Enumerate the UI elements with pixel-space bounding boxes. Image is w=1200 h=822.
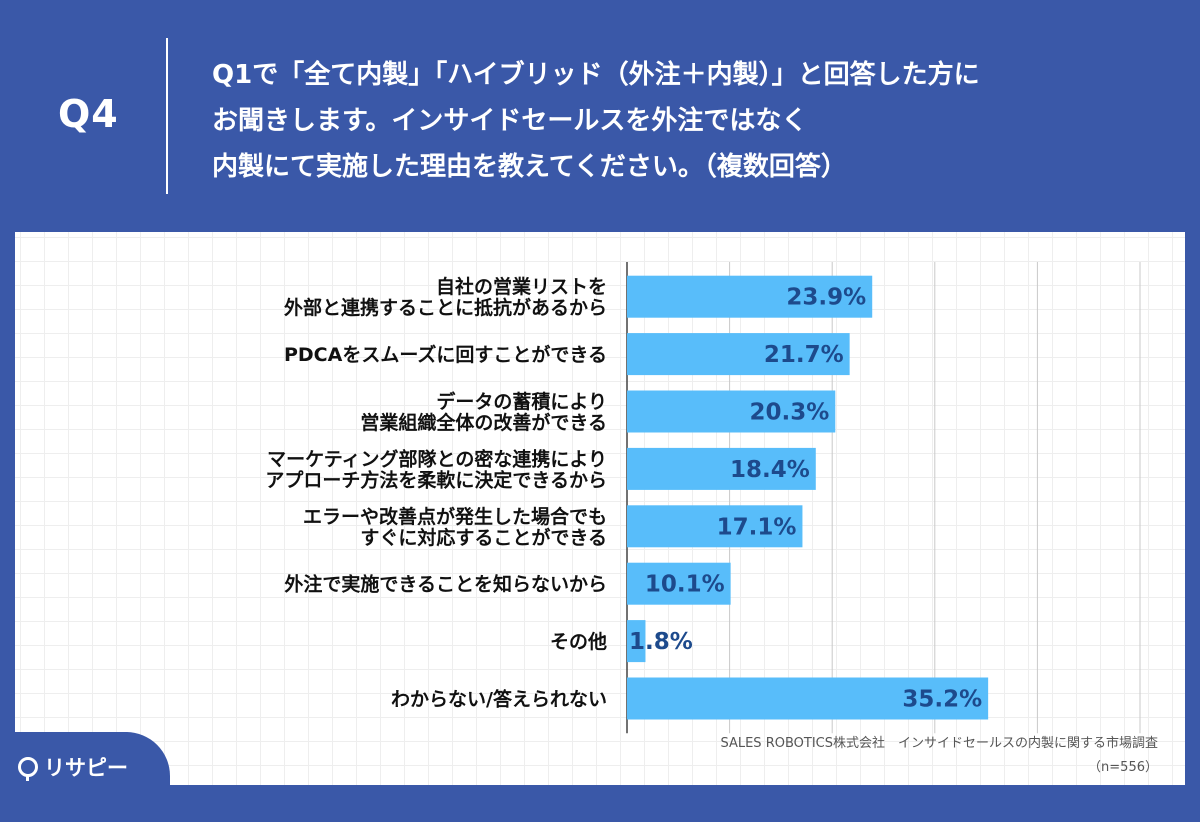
question-line-1: Q1で「全て内製」「ハイブリッド（外注＋内製）」と回答した方に: [212, 60, 980, 90]
question-text: Q1で「全て内製」「ハイブリッド（外注＋内製）」と回答した方に お聞きします。イ…: [212, 52, 1172, 190]
category-label-line: 外注で実施できることを知らないから: [284, 573, 607, 596]
category-label-line: 外部と連携することに抵抗があるから: [284, 296, 607, 319]
category-label-line: 自社の営業リストを: [436, 275, 607, 298]
value-label-3: 18.4%: [730, 457, 810, 483]
bar-0: [627, 275, 873, 318]
category-label-line: データの蓄積により: [436, 390, 607, 413]
bar-7: [627, 677, 989, 720]
bar-1: [627, 333, 850, 376]
bar-3: [627, 447, 816, 490]
category-label-6: その他: [550, 630, 607, 653]
category-label-5: 外注で実施できることを知らないから: [284, 573, 607, 596]
value-label-4: 17.1%: [717, 514, 797, 540]
value-label-1: 21.7%: [764, 342, 844, 368]
value-label-7: 35.2%: [902, 687, 982, 713]
header-band: Q4 Q1で「全て内製」「ハイブリッド（外注＋内製）」と回答した方に お聞きしま…: [0, 0, 1200, 230]
sample-size: （n=556）: [1088, 760, 1158, 775]
question-line-2: お聞きします。インサイドセールスを外注ではなく: [212, 106, 808, 136]
logo: リサピー: [18, 752, 128, 782]
bar-6: [627, 620, 646, 663]
category-label-line: わからない/答えられない: [391, 688, 607, 711]
category-label-0: 自社の営業リストを外部と連携することに抵抗があるから: [284, 275, 607, 319]
category-label-line: すぐに対応することができる: [360, 526, 607, 549]
source-note: SALES ROBOTICS株式会社 インサイドセールスの内製に関する市場調査 …: [720, 732, 1158, 780]
bar-2: [627, 390, 836, 433]
bar-5: [627, 562, 731, 605]
logo-text: リサピー: [44, 756, 128, 780]
question-line-3: 内製にて実施した理由を教えてください。（複数回答）: [212, 152, 847, 182]
value-label-0: 23.9%: [786, 285, 866, 311]
category-label-3: マーケティング部隊との密な連携によりアプローチ方法を柔軟に決定できるから: [265, 447, 607, 491]
bar-4: [627, 505, 803, 548]
category-label-line: エラーや改善点が発生した場合でも: [303, 505, 607, 528]
source-text: SALES ROBOTICS株式会社 インサイドセールスの内製に関する市場調査: [720, 736, 1158, 751]
question-number: Q4: [58, 92, 119, 136]
value-label-5: 10.1%: [645, 572, 725, 598]
location-pin-icon: [18, 757, 38, 781]
category-label-7: わからない/答えられない: [391, 688, 607, 711]
category-label-1: PDCAをスムーズに回すことができる: [284, 343, 607, 366]
bar-chart: 自社の営業リストを外部と連携することに抵抗があるから 23.9% PDCAをスムーズ…: [265, 262, 1141, 734]
chart-panel: 自社の営業リストを外部と連携することに抵抗があるから 23.9% PDCAをスムーズ…: [15, 232, 1185, 785]
category-label-line: PDCAをスムーズに回すことができる: [284, 343, 607, 366]
value-label-6: 1.8%: [629, 629, 693, 655]
category-label-line: その他: [550, 630, 607, 653]
category-label-line: 営業組織全体の改善ができる: [360, 411, 607, 434]
category-label-4: エラーや改善点が発生した場合でもすぐに対応することができる: [303, 505, 607, 549]
category-label-2: データの蓄積により営業組織全体の改善ができる: [360, 390, 607, 434]
category-label-line: アプローチ方法を柔軟に決定できるから: [265, 468, 607, 491]
header-divider: [166, 38, 168, 194]
category-label-line: マーケティング部隊との密な連携により: [267, 447, 607, 470]
value-label-2: 20.3%: [749, 400, 829, 426]
